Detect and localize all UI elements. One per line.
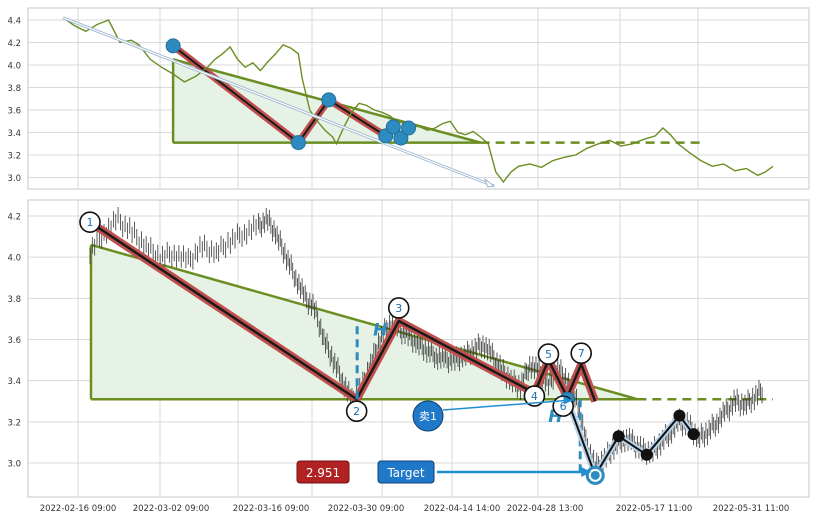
target-badge (377, 460, 435, 484)
detail-x-tick-label: 2022-04-28 13:00 (507, 504, 584, 514)
target-dot (590, 470, 600, 480)
sell-arrow-head (563, 396, 574, 405)
overview-y-tick-label: 3.8 (7, 84, 21, 94)
swing-label-number: 7 (578, 347, 585, 360)
detail-y-tick-label: 4.0 (7, 254, 21, 264)
detail-x-tick-label: 2022-03-02 09:00 (133, 504, 210, 514)
detail-x-ticks: 2022-02-16 09:00 2022-03-02 09:00 2022-03-… (40, 504, 790, 514)
swing-label-number: 6 (560, 400, 567, 413)
swing-label-number: 4 (531, 390, 538, 403)
sell-badge-label: 卖1 (419, 410, 437, 423)
detail-pattern-inner (89, 221, 597, 402)
detail-y-tick-label: 3.0 (7, 460, 21, 470)
detail-pattern-path (87, 218, 599, 404)
overview-swing-dot (321, 92, 337, 108)
detail-y-tick-label: 4.2 (7, 213, 21, 223)
target-price-label: 2.951 (306, 466, 340, 480)
forecast-dot (687, 428, 700, 441)
overview-trend-arrow-head (483, 177, 496, 188)
overview-swing-dot (393, 130, 409, 146)
overview-swing-points (165, 38, 417, 151)
detail-y-tick-label: 3.2 (7, 418, 21, 428)
forecast-path (559, 391, 700, 485)
detail-grid (28, 200, 809, 497)
detail-y-tick-label: 3.6 (7, 336, 21, 346)
detail-y-ticks: 3.0 3.2 3.4 3.6 3.8 4.0 4.2 (7, 213, 21, 470)
forecast-dot (673, 409, 686, 422)
swing-label-circle (523, 385, 546, 407)
detail-x-tick-label: 2022-03-16 09:00 (233, 504, 310, 514)
overview-trend-arrow (62, 16, 496, 188)
swing-label-circle (537, 343, 560, 365)
overview-panel: 3.0 3.2 3.4 3.6 3.8 4.0 4.2 4.4 (7, 7, 810, 190)
overview-swing-dot (401, 120, 417, 136)
swing-label-number: 1 (87, 216, 94, 229)
detail-triangle (89, 243, 773, 401)
detail-x-tick-label: 2022-02-16 09:00 (40, 504, 117, 514)
overview-trend-arrow-shaft (62, 17, 495, 187)
forecast-dot (612, 430, 625, 443)
overview-y-ticks: 3.0 3.2 3.4 3.6 3.8 4.0 4.2 4.4 (7, 17, 21, 185)
forecast-dot (640, 448, 653, 461)
swing-label-circle (387, 297, 410, 319)
overview-y-tick-label: 4.0 (7, 62, 21, 72)
detail-x-tick-label: 2022-05-31 11:00 (713, 504, 790, 514)
swing-label-circle (79, 211, 101, 233)
detail-annotations: 2.951 Target 卖1 (296, 396, 592, 484)
overview-plot-area (27, 7, 810, 190)
swing-label-number: 3 (395, 302, 402, 315)
overview-price-series (62, 17, 774, 184)
overview-y-tick-label: 3.6 (7, 107, 21, 117)
swing-label-circle (345, 400, 368, 422)
overview-swing-dot (165, 38, 181, 54)
overview-swing-dot (385, 119, 401, 135)
detail-y-tick-label: 3.8 (7, 295, 21, 305)
overview-y-tick-label: 3.4 (7, 129, 21, 139)
sell-arrow-shaft (442, 399, 570, 411)
detail-y-tick-label: 3.4 (7, 377, 21, 387)
detail-x-tick-label: 2022-04-14 14:00 (424, 504, 501, 514)
swing-label-number: 5 (545, 348, 552, 361)
sell-badge (412, 400, 444, 432)
swing-label-circle (570, 342, 592, 365)
height-marker-label-1: H (373, 320, 387, 340)
target-arrow-head (581, 467, 592, 477)
target-price-badge (296, 460, 350, 484)
detail-x-tick-label: 2022-05-17 11:00 (616, 504, 693, 514)
overview-price-line (62, 17, 774, 184)
overview-swing-dot (290, 135, 306, 151)
swing-label-number: 2 (353, 405, 360, 418)
detail-panel: 3.03.23.43.63.84.04.2 2022-02-16 09:00 20… (7, 199, 810, 514)
overview-y-tick-label: 4.2 (7, 39, 21, 49)
overview-y-tick-label: 3.0 (7, 174, 21, 184)
overview-y-tick-label: 4.4 (7, 17, 21, 27)
detail-x-tick-label: 2022-03-30 09:00 (328, 504, 405, 514)
target-badge-label: Target (386, 466, 424, 480)
overview-y-tick-label: 3.2 (7, 152, 21, 162)
